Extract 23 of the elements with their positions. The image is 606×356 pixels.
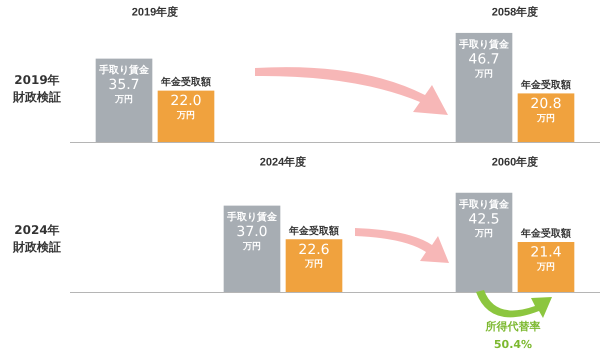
text: 年金受取額 [161, 77, 211, 88]
series-label: 年金受取額 [288, 224, 339, 237]
text: 年金受取額 [521, 228, 571, 240]
data-label: 37.0 万円 [236, 224, 268, 252]
x-tick-label: 2019年度 [132, 6, 178, 19]
series-label: 手取り賃金 [226, 211, 278, 224]
series-label: 手取り賃金 [458, 38, 510, 51]
data-label: 21.4 万円 [530, 244, 562, 272]
data-label: 35.7 万円 [108, 77, 140, 105]
y-axis-title: 2024年財政検証 [12, 222, 62, 256]
text: 手取り賃金 [99, 65, 149, 76]
text: 手取り賃金 [459, 199, 509, 210]
x-tick-label: 2024年度 [260, 156, 306, 169]
x-tick-label: 2060年度 [492, 156, 538, 169]
y-axis-title: 2019年財政検証 [12, 72, 62, 106]
data-label: 20.8 万円 [530, 96, 562, 124]
data-label: 22.6 万円 [298, 242, 330, 270]
text: 所得代替率 50.4% [484, 319, 542, 353]
data-label: 22.0 万円 [170, 93, 202, 121]
data-label: 46.7 万円 [468, 52, 500, 80]
data-label: 42.5 万円 [468, 211, 500, 240]
x-tick-label: 2058年度 [492, 6, 538, 19]
series-label: 年金受取額 [520, 79, 571, 92]
